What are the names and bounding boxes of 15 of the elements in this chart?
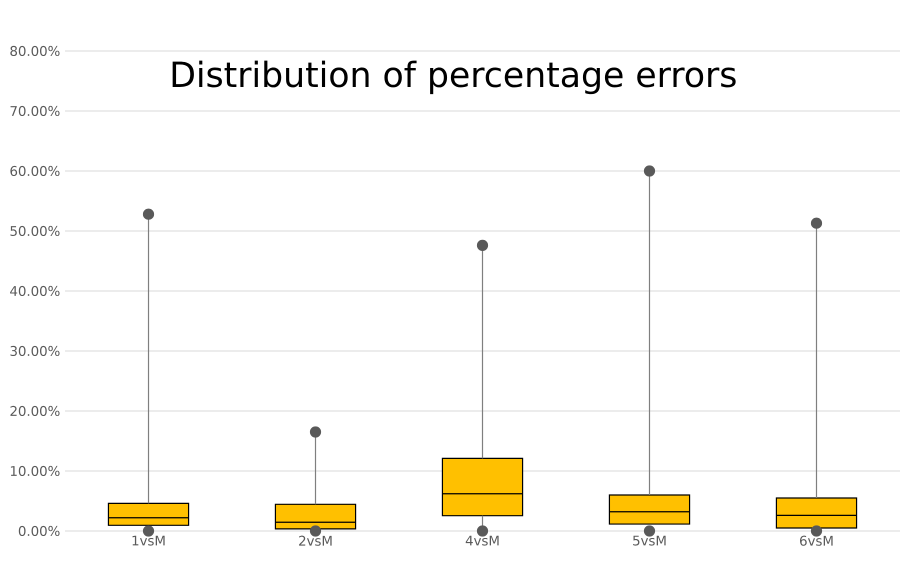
chart-title: Distribution of percentage errors <box>172 60 736 94</box>
x-tick-label: 1vsM <box>132 536 165 546</box>
y-tick-label: 10.00% <box>10 466 60 476</box>
y-tick-label: 50.00% <box>10 226 60 236</box>
x-tick-label: 2vsM <box>299 536 332 546</box>
y-tick-label: 40.00% <box>10 286 60 296</box>
y-tick-label: 0.00% <box>18 526 60 536</box>
x-tick-label: 5vsM <box>633 536 666 546</box>
y-tick-label: 80.00% <box>10 46 60 56</box>
y-tick-label: 20.00% <box>10 406 60 416</box>
y-tick-label: 30.00% <box>10 346 60 356</box>
x-tick-label: 6vsM <box>800 536 833 546</box>
y-tick-label: 60.00% <box>10 166 60 176</box>
y-tick-label: 70.00% <box>10 106 60 116</box>
x-tick-label: 4vsM <box>466 536 499 546</box>
